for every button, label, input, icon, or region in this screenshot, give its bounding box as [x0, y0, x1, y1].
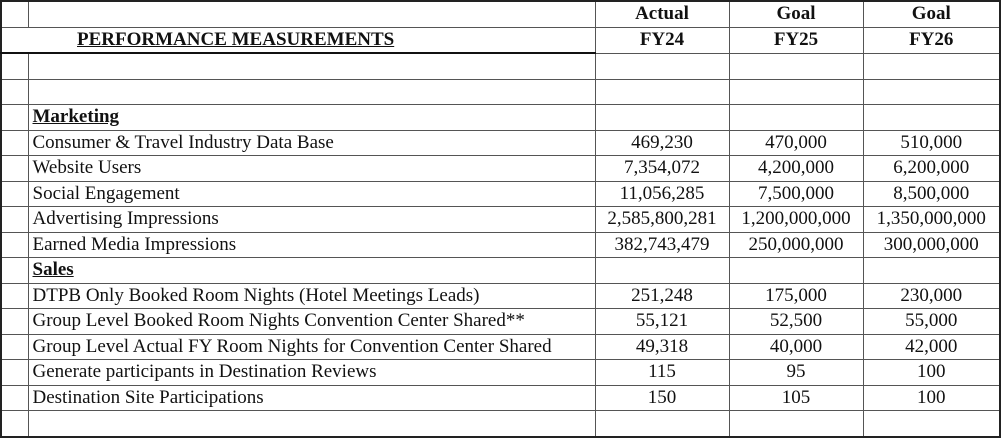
left-margin-cell [0, 333, 29, 360]
table-row: Advertising Impressions 2,585,800,281 1,20… [0, 206, 1001, 233]
measure-label: Earned Media Impressions [27, 231, 596, 258]
left-margin-cell [0, 257, 29, 284]
measure-value: 251,248 [594, 282, 730, 309]
page-title: PERFORMANCE MEASUREMENTS [0, 26, 596, 54]
measure-value: 49,318 [594, 333, 730, 360]
empty-value-cell [594, 257, 730, 284]
measure-value: 7,354,072 [594, 155, 730, 182]
left-margin-cell [0, 0, 29, 28]
table-row: DTPB Only Booked Room Nights (Hotel Meet… [0, 282, 1001, 309]
measure-label: Group Level Actual FY Room Nights for Co… [27, 333, 596, 360]
measure-value: 55,000 [862, 308, 1001, 335]
measure-value: 470,000 [728, 129, 864, 156]
measure-value: 1,350,000,000 [862, 206, 1001, 233]
left-margin-cell [0, 206, 29, 233]
measure-value: 95 [728, 359, 864, 386]
left-margin-cell [0, 282, 29, 309]
column-header-year: FY25 [728, 26, 864, 54]
measure-label: Website Users [27, 155, 596, 182]
left-margin-cell [0, 308, 29, 335]
table-row: Website Users 7,354,072 4,200,000 6,200,000 [0, 155, 1001, 182]
table-row: Consumer & Travel Industry Data Base 469,… [0, 129, 1001, 156]
section-header-row: Marketing [0, 104, 1001, 131]
measure-label: Group Level Booked Room Nights Conventio… [27, 308, 596, 335]
left-margin-cell [0, 359, 29, 386]
section-title: Sales [27, 257, 596, 284]
measure-value: 6,200,000 [862, 155, 1001, 182]
measure-value: 100 [862, 359, 1001, 386]
column-header-year: FY26 [862, 26, 1001, 54]
section-header-row: Sales [0, 257, 1001, 284]
measure-value: 300,000,000 [862, 231, 1001, 258]
measure-value: 1,200,000,000 [728, 206, 864, 233]
measure-value: 42,000 [862, 333, 1001, 360]
table-row: Generate participants in Destination Rev… [0, 359, 1001, 386]
measure-value: 40,000 [728, 333, 864, 360]
measure-value: 510,000 [862, 129, 1001, 156]
left-margin-cell [0, 231, 29, 258]
measure-value: 230,000 [862, 282, 1001, 309]
table-row: Destination Site Participations 150 105 100 [0, 384, 1001, 411]
measure-value: 4,200,000 [728, 155, 864, 182]
measure-value: 100 [862, 384, 1001, 411]
table-row: Social Engagement 11,056,285 7,500,000 8,50… [0, 180, 1001, 207]
empty-value-cell [862, 104, 1001, 131]
blank-cell [27, 0, 596, 28]
left-margin-cell [0, 384, 29, 411]
measure-label: Consumer & Travel Industry Data Base [27, 129, 596, 156]
measure-value: 8,500,000 [862, 180, 1001, 207]
measure-label: Generate participants in Destination Rev… [27, 359, 596, 386]
section-title: Marketing [27, 104, 596, 131]
left-margin-cell [0, 104, 29, 131]
measure-value: 55,121 [594, 308, 730, 335]
column-header-year: FY24 [594, 26, 730, 54]
header-row-1: Actual Goal Goal [0, 0, 1001, 28]
empty-value-cell [594, 104, 730, 131]
measure-value: 11,056,285 [594, 180, 730, 207]
measure-value: 150 [594, 384, 730, 411]
blank-row [0, 52, 1001, 80]
column-header-top: Actual [594, 0, 730, 28]
measure-value: 115 [594, 359, 730, 386]
left-margin-cell [0, 180, 29, 207]
empty-value-cell [862, 257, 1001, 284]
measure-value: 469,230 [594, 129, 730, 156]
measure-value: 105 [728, 384, 864, 411]
column-header-top: Goal [862, 0, 1001, 28]
header-row-2: PERFORMANCE MEASUREMENTS FY24 FY25 FY26 [0, 26, 1001, 54]
measure-value: 2,585,800,281 [594, 206, 730, 233]
measure-label: Destination Site Participations [27, 384, 596, 411]
empty-value-cell [728, 257, 864, 284]
measure-value: 382,743,479 [594, 231, 730, 258]
measure-value: 250,000,000 [728, 231, 864, 258]
column-header-top: Goal [728, 0, 864, 28]
table-row: Group Level Actual FY Room Nights for Co… [0, 333, 1001, 360]
measure-value: 7,500,000 [728, 180, 864, 207]
table-row: Earned Media Impressions 382,743,479 250,0… [0, 231, 1001, 258]
measure-value: 175,000 [728, 282, 864, 309]
empty-value-cell [728, 104, 864, 131]
blank-row [0, 78, 1001, 105]
table-row: Group Level Booked Room Nights Conventio… [0, 308, 1001, 335]
measure-label: Advertising Impressions [27, 206, 596, 233]
left-margin-cell [0, 155, 29, 182]
measure-value: 52,500 [728, 308, 864, 335]
measure-label: DTPB Only Booked Room Nights (Hotel Meet… [27, 282, 596, 309]
left-margin-cell [0, 129, 29, 156]
measure-label: Social Engagement [27, 180, 596, 207]
